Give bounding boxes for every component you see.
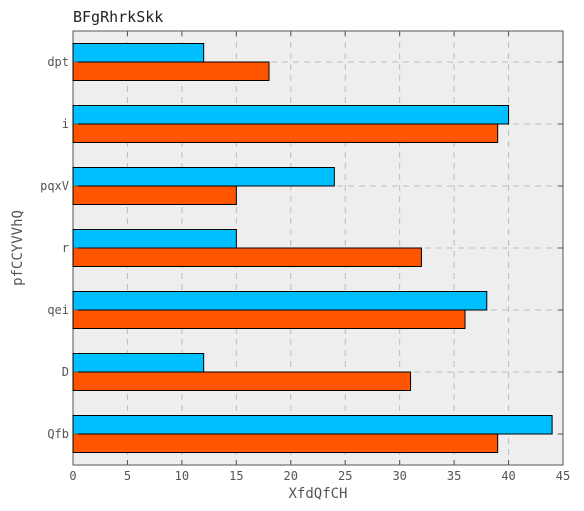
y-tick-label: i <box>62 117 69 131</box>
x-axis-ticks: 0 5 10 15 20 25 30 35 40 45 <box>69 31 570 483</box>
x-tick-label: 20 <box>284 469 298 483</box>
bars-group <box>72 43 553 453</box>
chart-title: BFgRhrkSkk <box>73 8 163 26</box>
x-tick-label: 45 <box>556 469 570 483</box>
x-tick-label: 0 <box>69 469 76 483</box>
y-tick-label: dpt <box>47 55 69 69</box>
y-tick-label: pqxV <box>40 179 69 193</box>
y-tick-label: Qfb <box>47 427 69 441</box>
x-tick-label: 30 <box>392 469 406 483</box>
x-tick-label: 25 <box>338 469 352 483</box>
bar-series-2 <box>72 309 466 329</box>
bar-series-1 <box>72 229 237 249</box>
x-axis-label: XfdQfCH <box>288 486 347 502</box>
bar-series-1 <box>72 353 205 373</box>
x-tick-label: 5 <box>124 469 131 483</box>
bar-series-1 <box>72 415 553 435</box>
bar-series-1 <box>72 291 488 311</box>
x-tick-label: 15 <box>229 469 243 483</box>
bar-series-1 <box>72 105 510 125</box>
x-tick-label: 35 <box>447 469 461 483</box>
y-tick-label: qei <box>47 303 69 317</box>
y-tick-label: r <box>62 241 69 255</box>
bar-series-1 <box>72 43 205 63</box>
x-tick-label: 10 <box>175 469 189 483</box>
bar-series-2 <box>72 123 499 143</box>
bar-series-1 <box>72 167 335 187</box>
bar-series-2 <box>72 247 422 267</box>
bar-series-2 <box>72 433 499 453</box>
y-axis-ticks: dpt i pqxV r qei D Qfb <box>40 55 563 441</box>
x-tick-label: 40 <box>501 469 515 483</box>
bar-series-2 <box>72 371 412 391</box>
y-tick-label: D <box>62 365 69 379</box>
bar-series-2 <box>72 185 237 205</box>
bar-series-2 <box>72 61 270 81</box>
y-axis-label: pfCCYVVhQ <box>10 210 26 286</box>
